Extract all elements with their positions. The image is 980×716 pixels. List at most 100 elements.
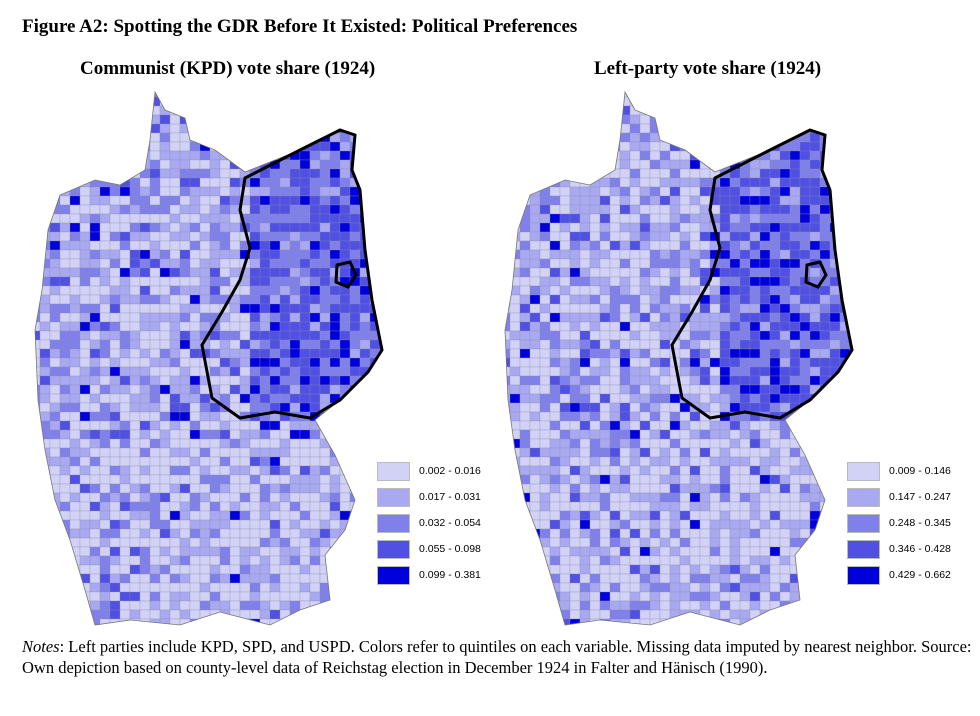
county-cell — [509, 384, 521, 395]
county-cell — [149, 555, 161, 566]
county-cell — [209, 483, 221, 494]
county-cell — [769, 285, 781, 296]
county-cell — [49, 618, 61, 625]
county-cell — [769, 573, 781, 584]
county-cell — [69, 510, 81, 521]
county-cell — [99, 348, 111, 359]
county-cell — [549, 402, 561, 413]
county-cell — [799, 366, 811, 377]
county-cell — [319, 213, 331, 224]
county-cell — [59, 321, 71, 332]
county-cell — [229, 177, 241, 188]
county-cell — [609, 519, 621, 530]
county-cell — [559, 312, 571, 323]
county-cell — [509, 591, 521, 602]
county-cell — [639, 177, 651, 188]
county-cell — [679, 168, 691, 179]
county-cell — [139, 186, 151, 197]
county-cell — [505, 249, 511, 260]
county-cell — [529, 312, 541, 323]
county-cell — [689, 222, 701, 233]
county-cell — [639, 420, 651, 431]
county-cell — [729, 510, 741, 521]
county-cell — [829, 159, 841, 170]
county-cell — [609, 600, 621, 611]
county-cell — [379, 92, 382, 98]
county-cell — [729, 312, 741, 323]
county-cell — [539, 420, 551, 431]
county-cell — [599, 186, 611, 197]
county-cell — [839, 375, 851, 386]
county-cell — [729, 249, 741, 260]
county-cell — [269, 258, 281, 269]
county-cell — [789, 276, 801, 287]
county-cell — [299, 564, 311, 575]
county-cell — [719, 105, 731, 116]
county-cell — [639, 438, 651, 449]
county-cell — [329, 420, 341, 431]
county-cell — [179, 276, 191, 287]
county-cell — [849, 204, 852, 215]
county-cell — [379, 420, 382, 431]
county-cell — [579, 375, 591, 386]
county-cell — [619, 249, 631, 260]
county-cell — [599, 258, 611, 269]
county-cell — [719, 222, 731, 233]
county-cell — [239, 348, 251, 359]
county-cell — [209, 339, 221, 350]
county-cell — [149, 600, 161, 611]
county-cell — [759, 546, 771, 557]
county-cell — [269, 474, 281, 485]
county-cell — [139, 600, 151, 611]
county-cell — [505, 213, 511, 224]
county-cell — [639, 339, 651, 350]
county-cell — [599, 105, 611, 116]
county-cell — [359, 123, 371, 134]
county-cell — [319, 492, 331, 503]
county-cell — [659, 312, 671, 323]
county-cell — [519, 402, 531, 413]
county-cell — [839, 159, 851, 170]
county-cell — [199, 411, 211, 422]
county-cell — [749, 483, 761, 494]
county-cell — [340, 628, 350, 636]
county-cell — [589, 258, 601, 269]
county-cell — [529, 339, 541, 350]
county-cell — [329, 141, 341, 152]
county-cell — [299, 195, 311, 206]
county-cell — [149, 519, 161, 530]
county-cell — [579, 105, 591, 116]
county-cell — [39, 348, 51, 359]
county-cell — [559, 186, 571, 197]
county-cell — [719, 357, 731, 368]
county-cell — [189, 258, 201, 269]
county-cell — [569, 384, 581, 395]
county-cell — [159, 582, 171, 593]
county-cell — [49, 330, 61, 341]
county-cell — [199, 96, 211, 107]
county-cell — [35, 573, 41, 584]
county-cell — [689, 438, 701, 449]
county-cell — [39, 105, 51, 116]
county-cell — [709, 573, 721, 584]
county-cell — [659, 393, 671, 404]
county-cell — [599, 285, 611, 296]
county-cell — [529, 294, 541, 305]
county-cell — [809, 312, 821, 323]
county-cell — [119, 573, 131, 584]
county-cell — [849, 249, 852, 260]
county-cell — [839, 249, 851, 260]
county-cell — [799, 285, 811, 296]
county-cell — [760, 628, 770, 636]
county-cell — [669, 231, 681, 242]
county-cell — [319, 366, 331, 377]
county-cell — [49, 123, 61, 134]
county-cell — [709, 510, 721, 521]
county-cell — [319, 240, 331, 251]
county-cell — [599, 213, 611, 224]
county-cell — [159, 141, 171, 152]
county-cell — [659, 483, 671, 494]
county-cell — [209, 96, 221, 107]
county-cell — [169, 438, 181, 449]
county-cell — [659, 420, 671, 431]
